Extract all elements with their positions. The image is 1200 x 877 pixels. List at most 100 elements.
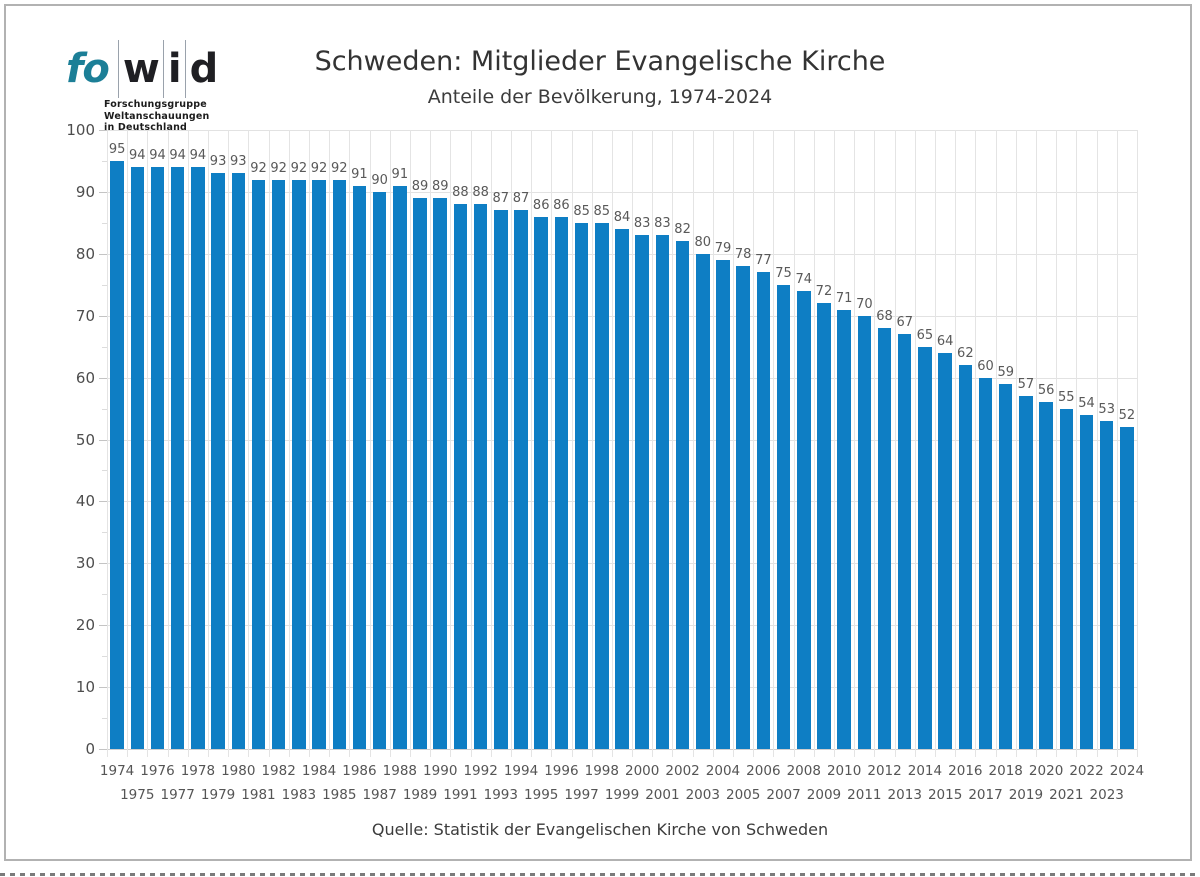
x-axis-label-1987: 1987 <box>362 787 397 803</box>
bar-value-2016: 62 <box>957 346 974 362</box>
bar-value-1980: 93 <box>229 154 247 170</box>
bar-2017 <box>978 377 993 749</box>
bar-value-1997: 85 <box>573 203 590 219</box>
y-axis-label: 90 <box>75 182 95 201</box>
bar-2021 <box>1059 408 1074 749</box>
source-caption: Quelle: Statistik der Evangelischen Kirc… <box>371 820 829 839</box>
logo-divider <box>184 40 186 98</box>
y-axis-label: 80 <box>75 244 95 263</box>
x-gridline <box>813 130 815 757</box>
bar-value-2004: 79 <box>714 240 732 256</box>
x-axis-label-1984: 1984 <box>301 763 337 779</box>
bar-1974 <box>110 160 124 749</box>
x-axis-label-2019: 2019 <box>1008 787 1044 803</box>
x-axis-label-2015: 2015 <box>927 787 963 803</box>
bar-value-2023: 53 <box>1098 401 1115 417</box>
x-gridline <box>753 130 755 757</box>
x-gridline <box>490 130 492 757</box>
y-axis-minor-tick <box>102 160 107 162</box>
x-axis-label-1995: 1995 <box>524 787 559 803</box>
y-axis-label: 100 <box>66 121 95 139</box>
bar-value-2021: 55 <box>1058 389 1075 405</box>
x-axis-label-1975: 1975 <box>120 787 155 803</box>
x-axis-label-1978: 1978 <box>180 763 216 779</box>
bar-2013 <box>897 334 912 749</box>
x-axis-label-1988: 1988 <box>382 763 417 779</box>
y-axis-label: 50 <box>75 430 95 449</box>
x-axis-label-2018: 2018 <box>988 763 1023 779</box>
bar-2012 <box>877 328 892 749</box>
bar-2024 <box>1120 427 1134 749</box>
y-axis-label: 30 <box>75 554 95 573</box>
x-gridline <box>450 130 452 757</box>
x-gridline <box>147 130 149 757</box>
bar-1978 <box>191 167 205 749</box>
logo-tagline-line: Weltanschauungen <box>104 110 210 122</box>
bar-2020 <box>1039 402 1053 749</box>
bar-value-1981: 92 <box>250 160 267 176</box>
bar-2001 <box>655 235 670 749</box>
y-axis-label: 10 <box>75 678 95 697</box>
x-gridline <box>470 130 472 757</box>
x-axis-label-1999: 1999 <box>604 787 640 803</box>
x-gridline <box>975 130 977 757</box>
bar-value-2009: 72 <box>815 284 833 300</box>
bar-value-2017: 60 <box>977 358 994 374</box>
x-gridline <box>773 130 775 757</box>
x-gridline <box>611 130 613 757</box>
x-axis-label-2002: 2002 <box>665 763 700 779</box>
bar-1979 <box>211 173 225 749</box>
bar-1987 <box>372 191 387 749</box>
bar-1985 <box>332 179 346 749</box>
x-axis-label-1982: 1982 <box>261 763 296 779</box>
bar-value-1988: 91 <box>391 166 409 182</box>
x-gridline <box>874 130 876 757</box>
x-axis-label-2009: 2009 <box>806 787 842 803</box>
chart-subtitle: Anteile der Bevölkerung, 1974-2024 <box>427 86 773 108</box>
x-gridline <box>1137 130 1138 757</box>
x-axis-label-2008: 2008 <box>786 763 821 779</box>
x-gridline <box>935 130 937 757</box>
x-gridline <box>995 130 997 757</box>
x-gridline <box>652 130 654 757</box>
x-gridline <box>571 130 573 757</box>
x-axis-label-1989: 1989 <box>402 787 438 803</box>
x-axis-label-2023: 2023 <box>1089 787 1124 803</box>
y-axis-label: 70 <box>75 306 95 325</box>
y-axis-tick <box>99 687 107 689</box>
bar-value-1995: 86 <box>532 197 550 213</box>
bar-value-2020: 56 <box>1037 383 1055 399</box>
bar-value-1990: 89 <box>431 179 449 195</box>
y-axis-tick <box>99 130 107 131</box>
bar-2002 <box>675 241 690 749</box>
bar-value-2005: 78 <box>734 247 752 263</box>
bar-value-1994: 87 <box>512 191 530 207</box>
bar-2019 <box>1019 396 1033 749</box>
bar-1992 <box>473 204 488 749</box>
x-axis-label-2014: 2014 <box>907 763 943 779</box>
y-axis-tick <box>99 377 107 379</box>
x-gridline <box>894 130 896 757</box>
y-axis-tick <box>99 315 107 317</box>
bar-2022 <box>1079 414 1094 749</box>
x-axis-label-1997: 1997 <box>564 787 599 803</box>
x-gridline <box>369 130 371 757</box>
x-gridline <box>712 130 714 757</box>
bar-2007 <box>776 284 791 749</box>
y-axis-label: 20 <box>75 616 95 635</box>
bar-value-2010: 71 <box>835 290 853 306</box>
bar-value-1984: 92 <box>310 160 328 176</box>
bar-1988 <box>393 185 407 749</box>
x-axis-label-1998: 1998 <box>584 763 619 779</box>
x-axis-label-2016: 2016 <box>948 763 983 779</box>
x-axis-label-1992: 1992 <box>463 763 498 779</box>
bar-2006 <box>756 272 771 749</box>
bar-value-1986: 91 <box>351 166 368 182</box>
bar-value-1993: 87 <box>492 191 510 207</box>
bar-1990 <box>433 198 447 749</box>
x-axis-label-2000: 2000 <box>625 763 660 779</box>
bar-value-1977: 94 <box>169 148 186 164</box>
x-gridline <box>1116 130 1118 757</box>
chart-title: Schweden: Mitglieder Evangelische Kirche <box>314 46 886 77</box>
bar-value-2008: 74 <box>795 271 813 287</box>
